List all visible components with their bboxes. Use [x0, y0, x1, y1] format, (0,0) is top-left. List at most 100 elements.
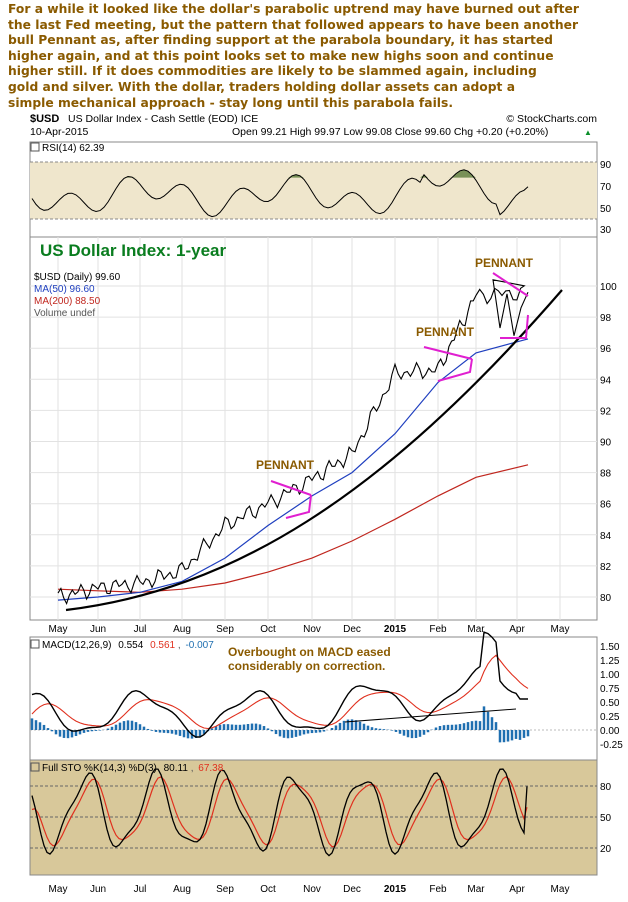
- price-tick: 98: [600, 313, 612, 324]
- x-axis-label: May: [49, 884, 68, 895]
- x-axis-label: Jun: [90, 624, 106, 635]
- commentary-line: gold and silver. With the dollar, trader…: [8, 79, 516, 94]
- pennant-2: PENNANT: [416, 325, 475, 382]
- commentary-text: For a while it looked like the dollar's …: [8, 2, 620, 110]
- rsi-legend-icon: [30, 142, 40, 152]
- x-axis-label: May: [49, 624, 68, 635]
- legend-volume: Volume undef: [34, 308, 95, 319]
- price-ticks: 100 98 96 94 92 90 88 86 84 82 80: [600, 282, 617, 604]
- x-axis-label: May: [551, 884, 570, 895]
- rsi-tick: 30: [600, 225, 612, 236]
- x-axis-label: 2015: [384, 624, 407, 635]
- sto-label-prefix: Full STO %K(14,3) %D(3): [42, 763, 157, 774]
- x-axis-label: Mar: [467, 884, 485, 895]
- sto-tick: 20: [600, 844, 612, 855]
- legend-usd: $USD (Daily) 99.60: [34, 272, 121, 283]
- macd-value-3: -0.007: [185, 640, 214, 651]
- x-axis-label: Jul: [134, 884, 147, 895]
- macd-panel: MACD(12,26,9) 0.554 0.561 , -0.007 Overb…: [29, 631, 623, 761]
- rsi-tick: 50: [600, 204, 612, 215]
- price-tick: 80: [600, 593, 612, 604]
- commentary-line: bull Pennant as, after finding support a…: [8, 33, 553, 48]
- macd-legend-icon: [30, 639, 40, 649]
- source-label: © StockCharts.com: [506, 113, 597, 125]
- macd-value-2: 0.561: [150, 640, 175, 651]
- price-tick: 92: [600, 406, 612, 417]
- sto-label: Full STO %K(14,3) %D(3) 80.11 , 67.38: [42, 763, 224, 774]
- macd-annotation-line: Overbought on MACD eased: [228, 645, 391, 659]
- macd-tick: 0.00: [600, 726, 620, 737]
- macd-tick: 1.50: [600, 642, 620, 653]
- sto-comma: ,: [191, 763, 194, 774]
- rsi-band: [30, 162, 597, 219]
- chart: $USD US Dollar Index - Cash Settle (EOD)…: [29, 113, 623, 895]
- pennant-lower: [437, 358, 473, 382]
- price-grid: [30, 237, 597, 620]
- legend-ma50: MA(50) 96.60: [34, 284, 95, 295]
- x-axis-label: Nov: [303, 624, 321, 635]
- commentary-line: For a while it looked like the dollar's …: [8, 2, 579, 16]
- macd-tick: 1.00: [600, 670, 620, 681]
- pennant-label: PENNANT: [416, 325, 475, 339]
- x-axis-label: Oct: [260, 624, 276, 635]
- macd-signal-line: [31, 654, 529, 730]
- price-frame: [29, 236, 598, 621]
- rsi-line: [31, 169, 529, 218]
- commentary-line: higher still. If it does commodities are…: [8, 64, 537, 79]
- macd-tick: 0.25: [600, 712, 620, 723]
- macd-value-1: 0.554: [118, 640, 143, 651]
- date-label: 10-Apr-2015: [30, 126, 89, 138]
- x-axis-label: Dec: [343, 624, 361, 635]
- commentary-line: simple mechanical approach - stay long u…: [8, 95, 453, 110]
- x-axis-label: Aug: [173, 884, 191, 895]
- symbol-label: $USD: [30, 113, 59, 125]
- macd-trendline: [344, 708, 517, 723]
- pennant-3: PENNANT: [475, 256, 534, 339]
- legend-ma200: MA(200) 88.50: [34, 296, 101, 307]
- x-axis-label: Nov: [303, 884, 321, 895]
- pennant-label: PENNANT: [475, 256, 534, 270]
- sto-tick: 50: [600, 813, 612, 824]
- x-axis-top: May Jun Jul Aug Sep Oct Nov Dec 2015 Feb Mar Apr May: [49, 624, 570, 635]
- price-tick: 84: [600, 531, 612, 542]
- x-axis-label: Jul: [134, 624, 147, 635]
- sto-legend-icon: [30, 762, 40, 772]
- x-axis-label: Sep: [216, 624, 234, 635]
- price-tick: 86: [600, 500, 612, 511]
- ma200-line: [57, 464, 529, 593]
- x-axis-label: Feb: [429, 884, 447, 895]
- pennant-lower: [500, 314, 529, 339]
- macd-label: MACD(12,26,9) 0.554 0.561 , -0.007: [42, 640, 214, 651]
- quote-up-icon: ▲: [584, 128, 592, 137]
- macd-histogram: [30, 706, 530, 743]
- x-axis-label: Oct: [260, 884, 276, 895]
- parabola-trendline: [65, 289, 563, 612]
- x-axis-label: Mar: [467, 624, 485, 635]
- macd-annotation-line: considerably on correction.: [228, 659, 385, 673]
- quote-label: Open 99.21 High 99.97 Low 99.08 Close 99…: [232, 126, 548, 138]
- macd-tick: -0.25: [600, 740, 623, 751]
- macd-tick: 0.50: [600, 698, 620, 709]
- rsi-label: RSI(14) 62.39: [42, 143, 105, 154]
- pennant-upper: [492, 272, 529, 297]
- x-axis-label: Apr: [509, 624, 525, 635]
- ma50-line: [57, 338, 529, 601]
- macd-tick: 1.25: [600, 656, 620, 667]
- price-tick: 90: [600, 438, 612, 449]
- x-axis-label: Apr: [509, 884, 525, 895]
- x-axis-label: Sep: [216, 884, 234, 895]
- price-tick: 100: [600, 282, 617, 293]
- pennant-label: PENNANT: [256, 458, 315, 472]
- macd-comma: ,: [178, 640, 181, 651]
- sto-panel: Full STO %K(14,3) %D(3) 80.11 , 67.38 80…: [29, 759, 612, 876]
- x-axis-bottom: May Jun Jul Aug Sep Oct Nov Dec 2015 Feb Mar Apr May: [49, 884, 570, 895]
- x-axis-label: May: [551, 624, 570, 635]
- sto-d-value: 67.38: [198, 763, 223, 774]
- pennant-upper: [270, 480, 312, 496]
- commentary-line: the last Fed meeting, but the pattern th…: [8, 17, 579, 32]
- x-axis-label: Feb: [429, 624, 447, 635]
- sto-tick: 80: [600, 782, 612, 793]
- price-tick: 88: [600, 469, 612, 480]
- macd-line: [31, 631, 528, 738]
- rsi-tick: 70: [600, 182, 612, 193]
